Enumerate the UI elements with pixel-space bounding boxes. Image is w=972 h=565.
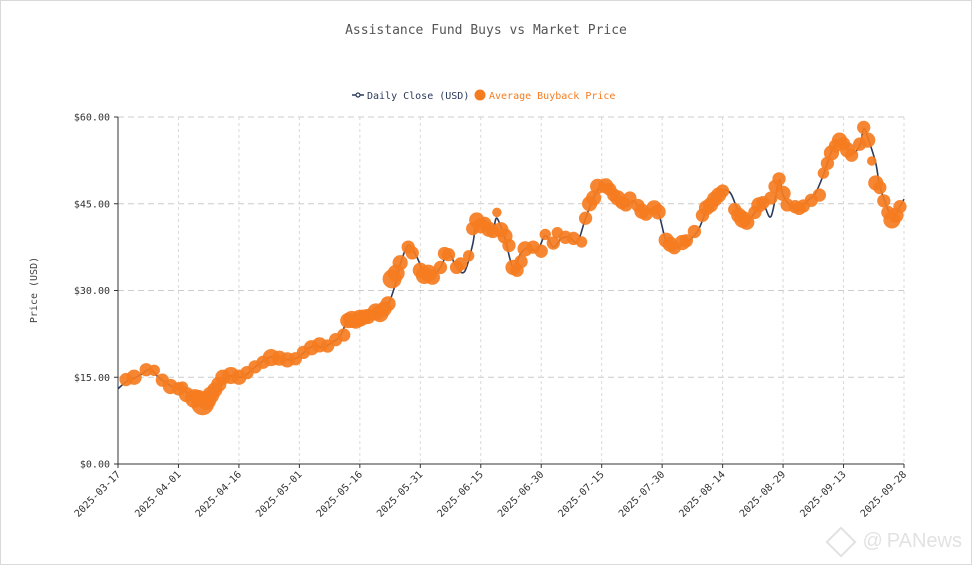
buyback-point	[817, 167, 830, 179]
y-tick-label: $0.00	[80, 460, 110, 471]
x-tick-label: 2025-06-15	[436, 469, 486, 519]
buyback-point	[453, 257, 468, 271]
x-tick-label: 2025-08-14	[677, 469, 727, 519]
chart-title: Assistance Fund Buys vs Market Price	[345, 23, 627, 38]
buyback-point	[534, 244, 548, 258]
x-tick-label: 2025-09-13	[798, 469, 848, 519]
x-tick-label: 2025-05-16	[315, 469, 365, 519]
y-tick-label: $60.00	[74, 113, 110, 124]
buyback-point	[514, 254, 528, 269]
y-axis-label: Price (USD)	[29, 257, 40, 323]
buyback-point	[405, 246, 419, 260]
buyback-point	[441, 247, 456, 262]
legend-scatter-swatch	[474, 89, 486, 101]
legend: Daily Close (USD) Average Buyback Price	[352, 89, 616, 103]
x-tick-label: 2025-08-29	[738, 469, 788, 519]
buyback-point	[650, 204, 666, 220]
legend-item-daily-close[interactable]: Daily Close (USD)	[352, 91, 469, 102]
buyback-point	[679, 234, 693, 248]
buyback-point	[812, 188, 827, 202]
buyback-point	[502, 238, 516, 253]
buyback-point	[380, 296, 396, 312]
buyback-point	[433, 260, 448, 275]
buyback-point	[337, 328, 351, 342]
panews-logo-icon	[825, 525, 858, 558]
buyback-point	[873, 180, 887, 195]
buyback-point	[492, 207, 502, 218]
watermark-text: PANews	[886, 530, 962, 552]
buyback-point	[764, 191, 778, 205]
buyback-point	[575, 236, 588, 248]
buyback-point	[546, 236, 560, 250]
watermark: @ PANews	[825, 525, 962, 558]
buyback-point	[775, 185, 791, 201]
legend-label-average-buyback: Average Buyback Price	[489, 91, 615, 102]
grid	[117, 116, 905, 465]
buyback-point	[578, 211, 593, 225]
buyback-point	[126, 369, 142, 385]
buyback-point	[772, 172, 786, 186]
x-tick-label: 2025-04-01	[133, 469, 183, 519]
buyback-point	[392, 255, 408, 271]
x-tick-label: 2025-05-31	[375, 469, 425, 519]
buyback-point	[539, 228, 551, 241]
buyback-point	[844, 148, 859, 162]
legend-label-daily-close: Daily Close (USD)	[367, 91, 469, 102]
buyback-point	[867, 156, 877, 166]
buyback-point	[739, 214, 755, 230]
scatter-layer	[119, 120, 907, 416]
buyback-point	[893, 199, 907, 214]
x-tick-label: 2025-05-01	[254, 469, 304, 519]
y-tick-label: $15.00	[74, 373, 110, 384]
buyback-point	[687, 224, 702, 239]
buyback-point	[857, 120, 871, 135]
x-tick-label: 2025-09-28	[859, 469, 909, 519]
y-tick-label: $45.00	[74, 199, 110, 210]
x-tick-label: 2025-03-17	[73, 469, 123, 519]
buyback-point	[462, 250, 475, 262]
buyback-point	[148, 364, 160, 377]
buyback-point	[715, 184, 730, 198]
buyback-point	[586, 190, 602, 206]
x-tick-label: 2025-07-15	[556, 469, 606, 519]
y-tick-label: $30.00	[74, 286, 110, 297]
legend-line-marker	[355, 92, 361, 98]
buyback-point	[877, 194, 891, 208]
x-tick-label: 2025-06-30	[496, 469, 546, 519]
buyback-point	[860, 132, 876, 148]
buyback-point	[424, 269, 440, 285]
x-tick-label: 2025-04-16	[194, 469, 244, 519]
x-tick-label: 2025-07-30	[617, 469, 667, 519]
legend-item-average-buyback[interactable]: Average Buyback Price	[474, 89, 616, 103]
